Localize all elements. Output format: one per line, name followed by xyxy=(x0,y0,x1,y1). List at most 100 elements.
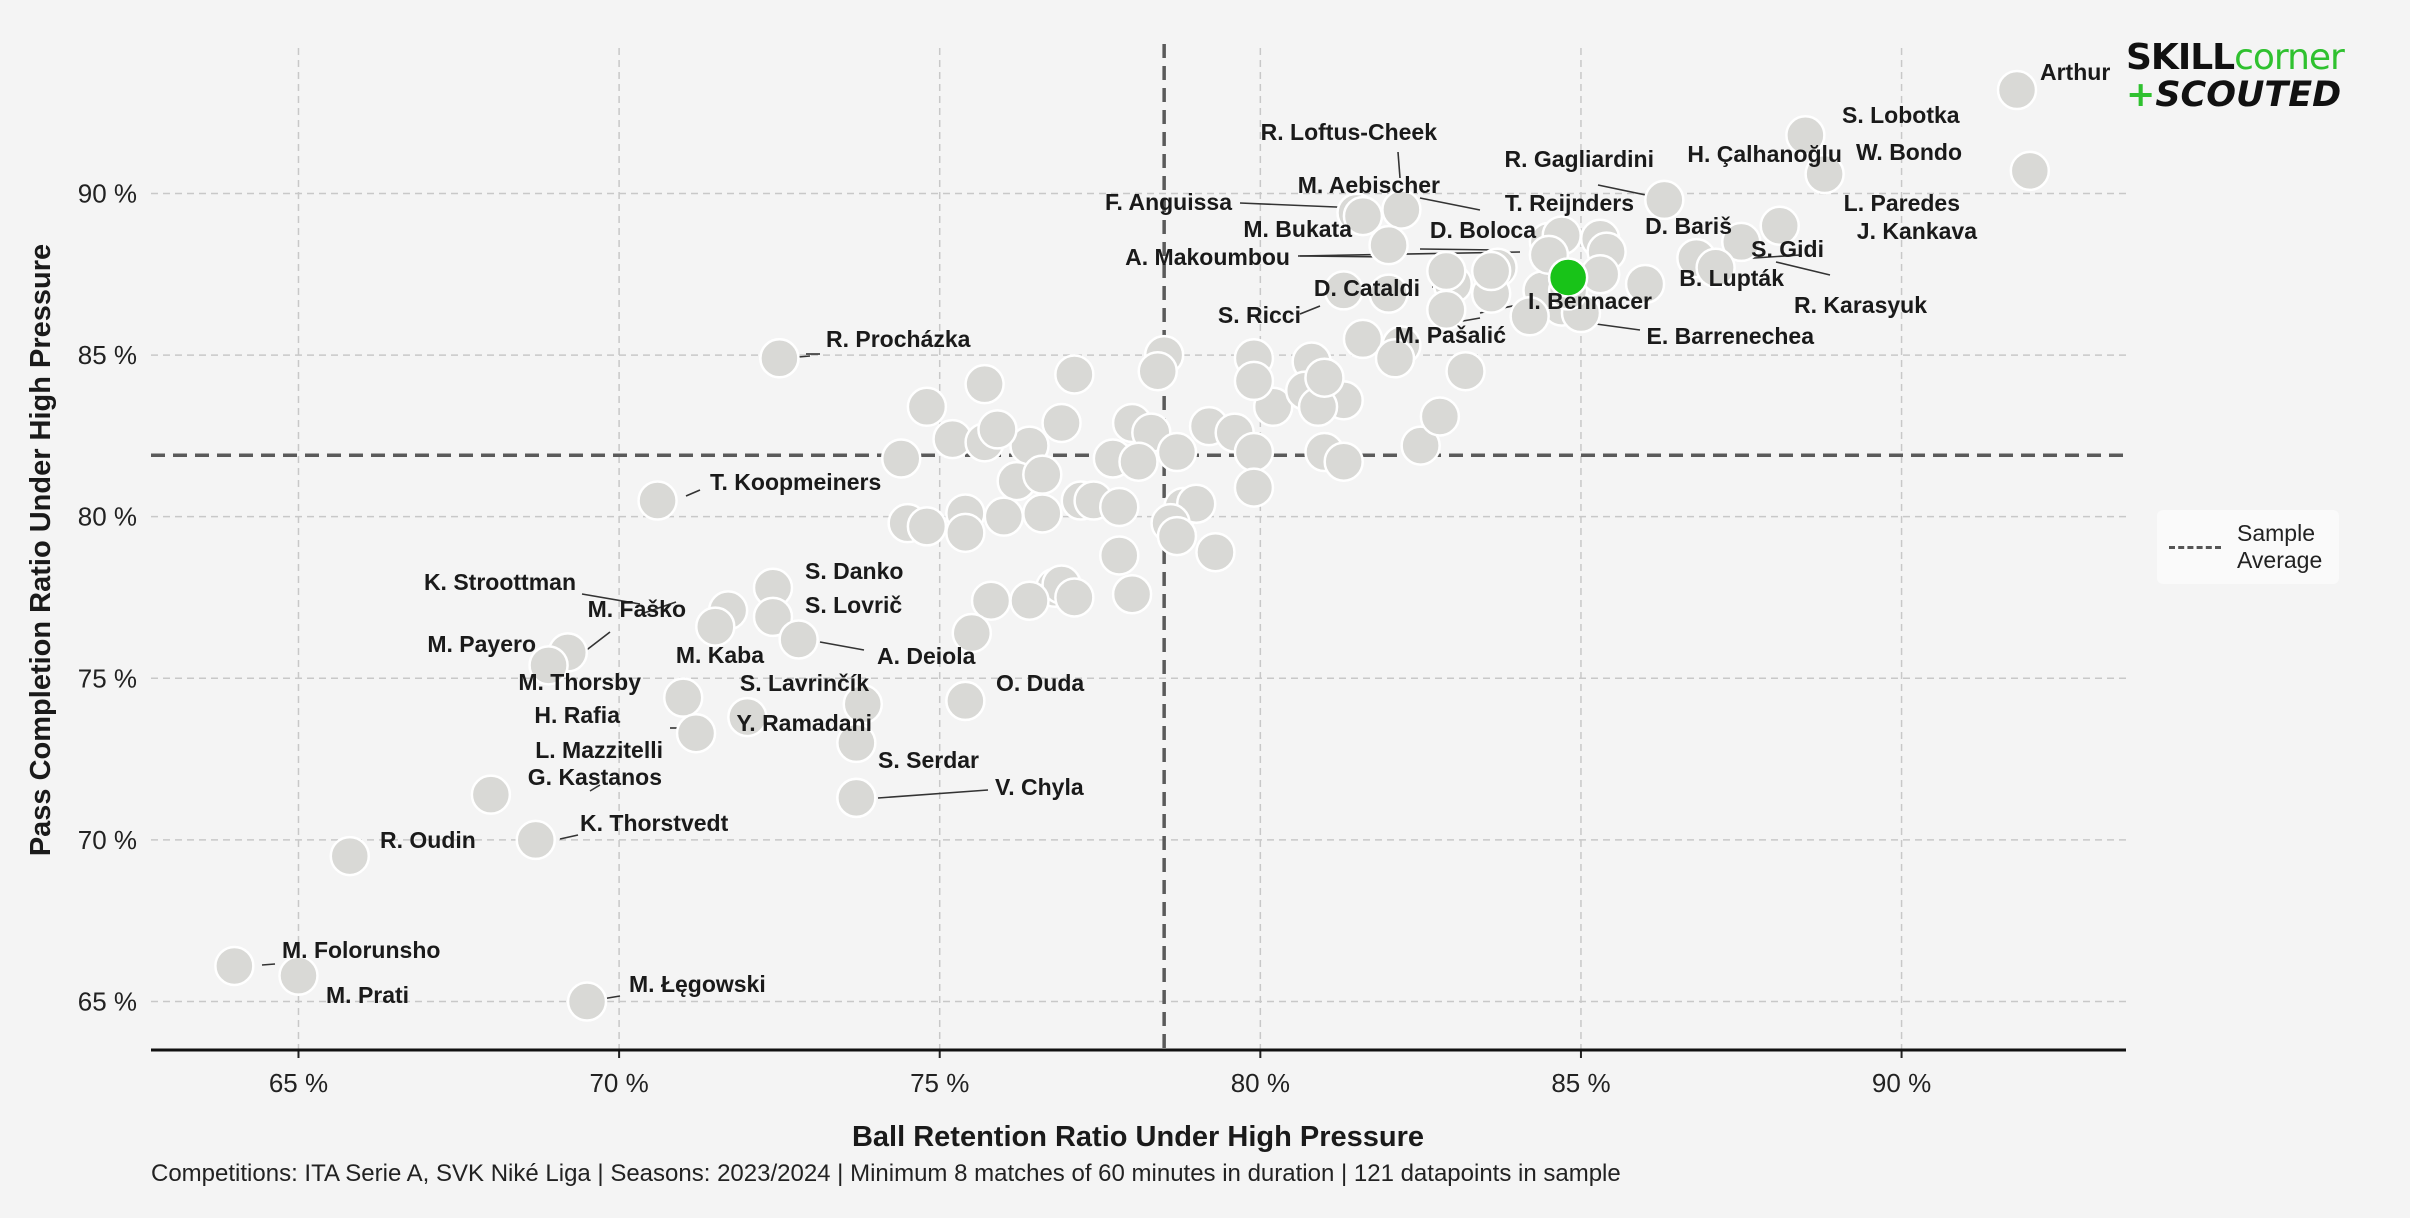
leader-line xyxy=(819,641,865,651)
point-label: R. Procházka xyxy=(826,326,971,352)
leader-line xyxy=(1397,151,1401,179)
data-point xyxy=(1419,396,1461,437)
point-label: D. Cataldi xyxy=(1314,275,1420,301)
labeled-data-point xyxy=(1426,250,1467,292)
point-label: A. Makoumbou xyxy=(1125,244,1290,270)
point-label: B. Lupták xyxy=(1679,265,1784,291)
data-point xyxy=(1099,486,1140,528)
logo-plus: + xyxy=(2126,75,2156,115)
labeled-data-point xyxy=(515,819,556,861)
point-label: S. Lovrič xyxy=(805,592,902,618)
y-tick-label: 75 % xyxy=(78,663,137,693)
chart-footnote: Competitions: ITA Serie A, SVK Niké Liga… xyxy=(151,1160,1621,1187)
leader-line xyxy=(1419,248,1501,251)
point-label: L. Paredes xyxy=(1844,190,1960,216)
leader-line xyxy=(685,489,701,497)
labeled-data-point xyxy=(1785,115,1826,156)
labeled-data-point xyxy=(1804,153,1845,195)
data-point xyxy=(1233,431,1275,473)
data-point xyxy=(880,438,922,479)
data-point xyxy=(1137,350,1178,392)
y-tick-label: 80 % xyxy=(78,502,137,532)
data-point xyxy=(1233,467,1275,508)
point-label: K. Stroottman xyxy=(424,569,576,595)
leader-line xyxy=(877,789,989,799)
point-label: M. Prati xyxy=(326,982,409,1008)
point-label: V. Chyla xyxy=(995,774,1084,800)
data-point xyxy=(1323,270,1364,311)
leader-line xyxy=(559,834,579,840)
data-point xyxy=(983,496,1025,537)
labeled-data-point xyxy=(727,696,768,738)
point-label: H. Çalhanoğlu xyxy=(1687,141,1842,167)
point-label: S. Danko xyxy=(805,558,903,584)
labeled-data-point xyxy=(1381,189,1422,230)
point-label: E. Barrenechea xyxy=(1647,323,1815,349)
data-point xyxy=(970,580,1012,621)
point-label: S. Serdar xyxy=(878,747,979,773)
point-label: O. Duda xyxy=(996,670,1084,696)
point-label: R. Karasyuk xyxy=(1794,292,1927,318)
data-point xyxy=(1054,354,1095,395)
labeled-data-point xyxy=(675,712,717,754)
data-point xyxy=(1368,273,1409,314)
point-label: W. Bondo xyxy=(1856,139,1962,165)
point-label: M. Faško xyxy=(588,596,686,622)
data-point xyxy=(1022,493,1063,534)
y-tick-label: 70 % xyxy=(78,825,137,855)
labeled-data-point xyxy=(1644,179,1685,221)
logo-corner-text: corner xyxy=(2234,37,2345,78)
point-label: D. Bariš xyxy=(1645,213,1732,239)
y-tick-label: 85 % xyxy=(78,340,137,370)
sample-average-lines xyxy=(151,44,2126,1050)
leader-line xyxy=(261,963,276,966)
brand-logo: SKILLcorner +SCOUTED xyxy=(2126,40,2366,113)
logo-scouted-text: SCOUTED xyxy=(2155,75,2342,115)
point-labels: Arthur S. Lobotka W. Bondo H. Çalhanoğlu R. … xyxy=(282,59,2110,1008)
y-axis-title: Pass Completion Ratio Under High Pressur… xyxy=(25,244,57,856)
point-label: K. Thorstvedt xyxy=(580,810,729,836)
legend-label-line-1: Sample xyxy=(2237,520,2315,546)
data-point xyxy=(1195,531,1236,573)
point-label: R. Gagliardini xyxy=(1504,146,1654,172)
leader-line xyxy=(643,601,677,614)
legend: Sample Average xyxy=(2157,510,2339,584)
x-tick-label: 65 % xyxy=(269,1068,328,1098)
point-label: M. Pašalić xyxy=(1395,322,1506,348)
legend-label-line-2: Average xyxy=(2237,547,2323,573)
point-label: L. Mazzitelli xyxy=(535,737,663,763)
labeled-data-point xyxy=(528,645,569,686)
data-point xyxy=(1304,357,1345,398)
data-point xyxy=(1374,338,1416,379)
point-label: R. Loftus-Cheek xyxy=(1261,119,1438,145)
data-point xyxy=(1009,580,1050,621)
labeled-data-point xyxy=(470,774,512,815)
point-label: Y. Ramadani xyxy=(737,710,873,736)
point-label: M. Payero xyxy=(427,631,536,657)
point-label: D. Boloca xyxy=(1430,217,1536,243)
labeled-data-point xyxy=(1721,221,1762,263)
leader-line xyxy=(1775,261,1831,276)
labeled-data-point xyxy=(836,777,877,819)
data-point xyxy=(1400,425,1441,466)
labeled-data-point xyxy=(637,480,678,521)
labeled-data-point xyxy=(1470,250,1512,292)
point-label: M. Bukata xyxy=(1243,216,1352,242)
point-label: M. Folorunsho xyxy=(282,937,440,963)
labeled-data-point xyxy=(842,683,884,725)
data-point xyxy=(1022,454,1063,495)
data-point xyxy=(951,612,993,654)
labeled-data-point xyxy=(1368,224,1409,266)
labeled-data-point xyxy=(1624,263,1666,305)
data-point xyxy=(1342,318,1384,360)
point-label: S. Lobotka xyxy=(1842,102,1960,128)
logo-skill-text: SKILL xyxy=(2126,37,2235,78)
point-label: S. Gidi xyxy=(1751,236,1824,262)
leader-line xyxy=(1419,197,1481,211)
data-point xyxy=(906,506,948,547)
point-label: M. Łęgowski xyxy=(629,971,766,997)
x-tick-label: 85 % xyxy=(1551,1068,1610,1098)
leader-line xyxy=(583,631,611,653)
labeled-data-point xyxy=(1695,247,1736,289)
